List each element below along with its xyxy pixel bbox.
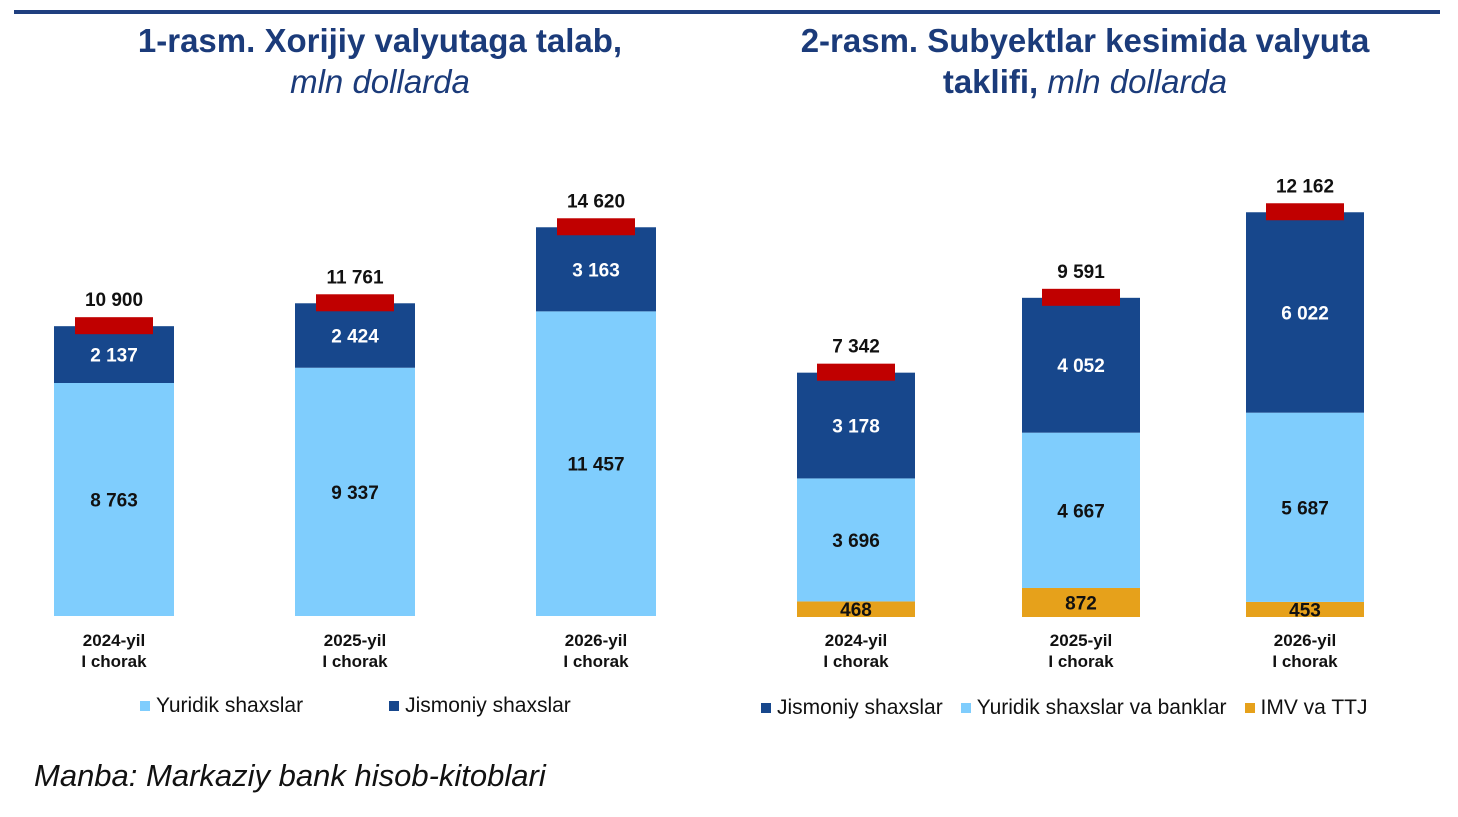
top-divider-line <box>14 10 1440 14</box>
data-label: 4 667 <box>1057 501 1105 522</box>
data-label: 11 457 <box>567 455 624 476</box>
bar-segment-2-2-2 <box>1022 432 1140 588</box>
data-label: 2 424 <box>331 327 379 348</box>
category-label: 2026-yil <box>1274 631 1336 650</box>
total-marker <box>75 317 153 335</box>
data-label: 872 <box>1065 593 1097 614</box>
category-label: 2024-yil <box>825 631 887 650</box>
category-label: 2024-yil <box>83 631 145 650</box>
bar-segment-2-1-3 <box>797 372 915 479</box>
legend-swatch-dark-blue <box>389 701 400 711</box>
total-marker <box>1266 203 1344 221</box>
total-label: 10 900 <box>85 290 143 311</box>
bar-segment-1-3-1 <box>536 311 656 616</box>
legend-swatch-light-blue <box>140 701 150 711</box>
legend-swatch-dark-blue <box>761 703 771 713</box>
bar-segment-2-1-2 <box>797 478 915 602</box>
category-label: I chorak <box>1048 652 1114 671</box>
total-marker <box>1042 288 1120 306</box>
legend-swatch-orange <box>1244 703 1255 713</box>
total-marker <box>557 218 635 236</box>
total-label: 7 342 <box>832 337 880 358</box>
total-label: 11 761 <box>326 267 383 288</box>
legend-label: Yuridik shaxslar <box>156 694 304 717</box>
bar-segment-2-3-3 <box>1246 212 1364 413</box>
bar-segment-1-1-1 <box>54 383 174 616</box>
total-marker <box>817 363 895 381</box>
category-label: 2026-yil <box>565 631 627 650</box>
category-label: 2025-yil <box>324 631 386 650</box>
data-label: 3 163 <box>572 260 620 281</box>
data-label: 3 696 <box>832 531 880 552</box>
total-label: 9 591 <box>1057 262 1105 283</box>
bar-segment-1-1-2 <box>54 326 174 383</box>
data-label: 453 <box>1289 600 1321 621</box>
legend-label: Jismoniy shaxslar <box>405 694 571 717</box>
data-label: 2 137 <box>90 346 138 367</box>
legend-swatch-light-blue <box>960 703 971 713</box>
bar-segment-1-2-2 <box>295 303 415 368</box>
data-label: 8 763 <box>90 491 138 512</box>
legend-label: IMV va TTJ <box>1260 696 1368 719</box>
chart-2-title-bold-tail: taklifi, <box>942 63 1048 100</box>
total-label: 14 620 <box>567 191 625 212</box>
bar-segment-2-2-1 <box>1022 587 1140 617</box>
legend-item-yuridik-shaxslar: Yuridik shaxslar <box>140 694 303 718</box>
total-marker <box>316 294 394 312</box>
chart-1-title: 1-rasm. Xorijiy valyutaga talab, mln dol… <box>60 20 700 102</box>
category-label: 2025-yil <box>1050 631 1112 650</box>
data-label: 5 687 <box>1281 498 1329 519</box>
total-label: 12 162 <box>1276 176 1334 197</box>
data-label: 4 052 <box>1057 356 1105 377</box>
category-label: I chorak <box>823 652 889 671</box>
legend-label: Yuridik shaxslar va banklar <box>976 696 1227 719</box>
legend-item-yuridik-shaxslar-va-banklar: Yuridik shaxslar va banklar <box>960 696 1227 720</box>
category-label: I chorak <box>322 652 388 671</box>
category-label: I chorak <box>563 652 629 671</box>
chart-1-title-bold: 1-rasm. Xorijiy valyutaga talab, <box>137 22 623 59</box>
data-label: 6 022 <box>1281 303 1329 324</box>
legend-label: Jismoniy shaxslar <box>777 696 943 719</box>
bar-segment-2-3-2 <box>1246 412 1364 602</box>
bar-segment-2-1-1 <box>797 601 915 617</box>
bar-segment-1-3-2 <box>536 227 656 312</box>
data-label: 468 <box>840 600 872 621</box>
bar-segment-2-2-3 <box>1022 297 1140 433</box>
chart-2-legend: Jismoniy shaxslar Yuridik shaxslar va ba… <box>761 696 1385 720</box>
data-label: 9 337 <box>331 483 379 504</box>
bar-segment-2-3-1 <box>1246 601 1364 617</box>
data-label: 3 178 <box>832 417 880 438</box>
chart-1-legend: Yuridik shaxslar Jismoniy shaxslar <box>140 694 657 718</box>
legend-item-imv-va-ttj: IMV va TTJ <box>1244 696 1368 720</box>
legend-item-jismoniy-shaxslar: Jismoniy shaxslar <box>761 696 943 720</box>
chart-2-title: 2-rasm. Subyektlar kesimida valyuta takl… <box>740 20 1430 102</box>
bar-segment-1-2-1 <box>295 367 415 616</box>
source-note: Manba: Markaziy bank hisob-kitoblari <box>34 758 546 793</box>
chart-2-title-bold: 2-rasm. Subyektlar kesimida valyuta <box>800 22 1370 59</box>
category-label: I chorak <box>81 652 147 671</box>
category-label: I chorak <box>1272 652 1338 671</box>
chart-2-title-italic: mln dollarda <box>1047 63 1228 100</box>
chart-1-title-italic: mln dollarda <box>290 63 470 100</box>
legend-item-jismoniy-shaxslar: Jismoniy shaxslar <box>389 694 571 718</box>
